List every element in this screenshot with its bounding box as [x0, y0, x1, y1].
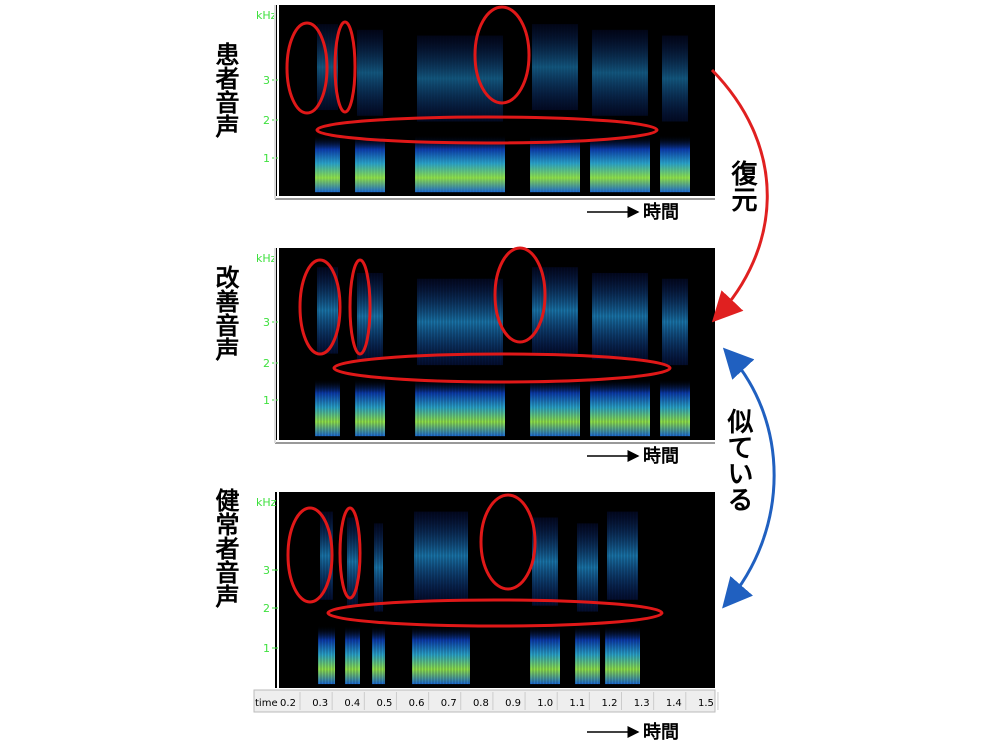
energy-high [532, 517, 558, 606]
energy [412, 625, 470, 685]
freq-unit: kHz [256, 9, 277, 22]
time-tick-label: 0.8 [473, 698, 489, 709]
freq-tick-label: 2 [263, 602, 270, 615]
energy [315, 134, 340, 193]
time-tick-label: 1.3 [634, 698, 650, 709]
energy-high [374, 523, 383, 612]
similar-label: 似ている [723, 408, 754, 512]
energy-high [417, 278, 503, 366]
time-tick-label: 0.9 [505, 698, 521, 709]
time-label: 時間 [643, 446, 679, 467]
freq-tick-label: 2 [263, 357, 270, 370]
energy-high [532, 267, 578, 354]
time-tick-label: 0.5 [376, 698, 392, 709]
panel-label: 健常者音声 [211, 488, 240, 609]
time-label: 時間 [643, 202, 679, 223]
highlight-ellipse [348, 258, 372, 356]
highlight-ellipse [286, 506, 334, 604]
highlight-ellipse [473, 5, 531, 105]
highlight-ellipse [315, 115, 659, 145]
spectrogram-bg [275, 492, 715, 688]
time-tick-label: 0.6 [409, 698, 425, 709]
panel-label: 改善音声 [211, 265, 240, 362]
spectrograms: kHz321患者音声時間kHz321改善音声時間kHz321健常者音声時間tim… [211, 5, 719, 743]
restore-arrow [710, 68, 769, 323]
energy [590, 378, 650, 437]
freq-tick-label: 3 [263, 74, 270, 87]
time-tick-label: 0.3 [312, 698, 328, 709]
energy [315, 378, 340, 437]
highlight-ellipse [338, 506, 362, 600]
time-tick-label: 1.5 [698, 698, 714, 709]
energy-high [607, 511, 638, 600]
energy-high [662, 35, 688, 122]
highlight-ellipse [493, 246, 547, 344]
energy [660, 134, 690, 193]
freq-unit: kHz [256, 252, 277, 265]
freq-unit: kHz [256, 496, 277, 509]
energy [530, 625, 560, 685]
time-axis-label: time [255, 698, 278, 709]
energy [345, 625, 360, 685]
energy [530, 134, 580, 193]
freq-tick-label: 1 [263, 642, 270, 655]
freq-tick-label: 2 [263, 114, 270, 127]
time-tick-label: 0.2 [280, 698, 296, 709]
time-tick-label: 1.2 [602, 698, 618, 709]
highlight-ellipse [326, 598, 664, 628]
energy-high [417, 35, 503, 122]
highlight-ellipse [285, 21, 329, 115]
energy-high [577, 523, 598, 612]
restore-label: 復元 [727, 159, 758, 212]
energy [372, 625, 385, 685]
energy-high [414, 511, 468, 600]
energy-high [347, 517, 358, 606]
time-tick-label: 0.4 [344, 698, 360, 709]
highlight-ellipse [298, 258, 342, 356]
time-axis-strip [253, 689, 716, 713]
energy [355, 134, 385, 193]
freq-tick-label: 1 [263, 152, 270, 165]
energy-high [532, 24, 578, 111]
similar-arrow [722, 347, 776, 609]
energy-high [592, 29, 648, 116]
highlight-ellipse [333, 20, 357, 114]
energy [415, 378, 505, 437]
energy [605, 625, 640, 685]
energy-high [592, 272, 648, 360]
energy [530, 378, 580, 437]
time-label: 時間 [643, 722, 679, 743]
time-tick-label: 1.4 [666, 698, 682, 709]
energy [575, 625, 600, 685]
energy-high [662, 278, 688, 366]
time-tick-label: 1.0 [537, 698, 553, 709]
freq-tick-label: 3 [263, 316, 270, 329]
freq-tick-label: 3 [263, 564, 270, 577]
energy-high [357, 29, 383, 116]
highlight-ellipse [332, 352, 672, 384]
time-tick-label: 1.1 [569, 698, 585, 709]
energy [318, 625, 335, 685]
energy [355, 378, 385, 437]
energy-high [317, 267, 338, 354]
highlight-ellipse [479, 493, 537, 591]
panel-label: 患者音声 [211, 42, 240, 139]
energy [590, 134, 650, 193]
energy [660, 378, 690, 437]
time-tick-label: 0.7 [441, 698, 457, 709]
freq-tick-label: 1 [263, 394, 270, 407]
